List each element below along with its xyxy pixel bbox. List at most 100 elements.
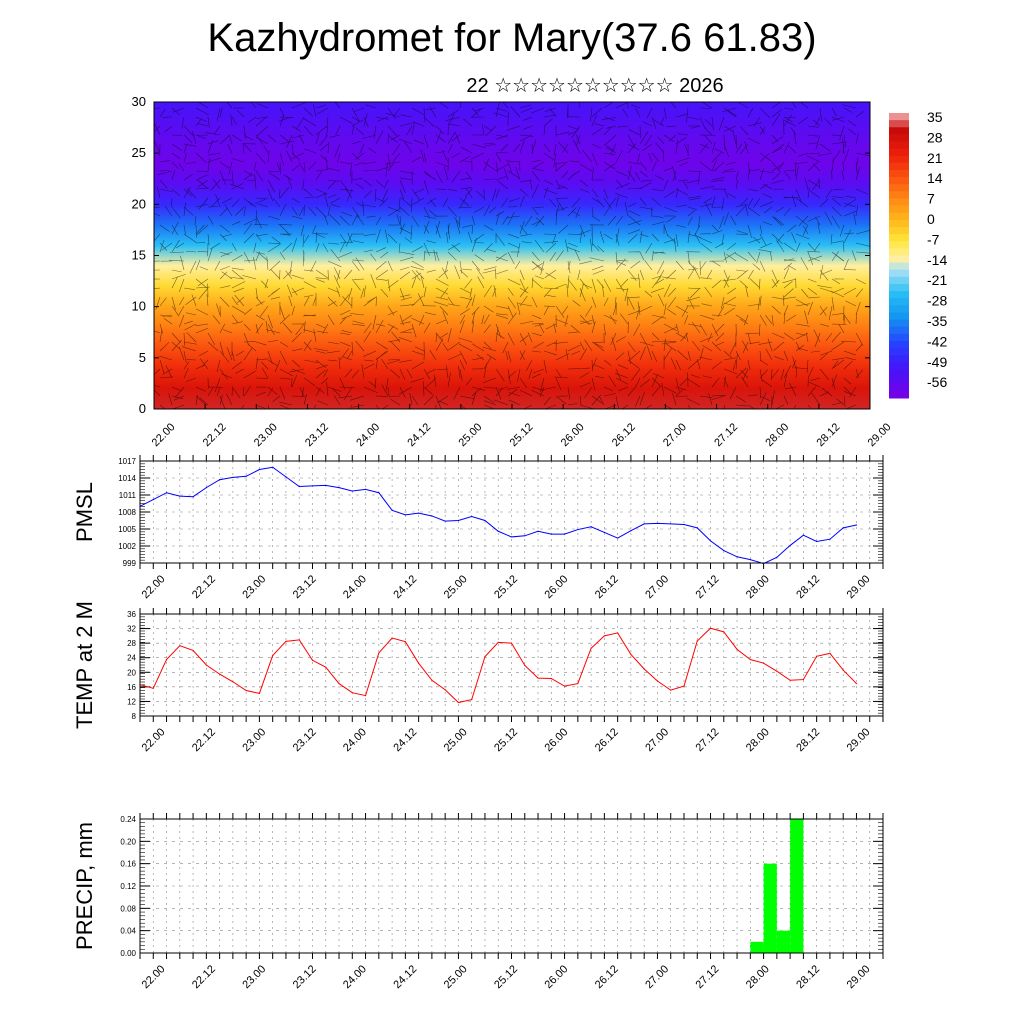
wind-barb <box>531 314 542 320</box>
wind-barb <box>398 138 413 145</box>
wind-barb <box>519 221 525 235</box>
wind-barb <box>445 116 461 122</box>
wind-barb <box>291 215 303 220</box>
wind-barb <box>723 307 735 316</box>
wind-barb <box>247 343 257 352</box>
wind-barb <box>525 359 533 372</box>
wind-barb <box>810 350 821 353</box>
wind-barb <box>496 151 509 154</box>
wind-barb <box>396 214 401 226</box>
wind-barb <box>771 279 780 289</box>
pmsl-point <box>245 475 247 477</box>
wind-barb <box>833 188 845 191</box>
wind-barb <box>445 365 449 379</box>
wind-barb <box>420 149 425 163</box>
wind-barb <box>219 394 223 406</box>
wind-barb <box>415 270 425 280</box>
wind-barb <box>725 161 737 165</box>
wind-barb <box>496 269 509 275</box>
colorbar-swatch <box>889 305 909 313</box>
wind-barb <box>841 340 857 343</box>
wind-barb <box>315 386 325 394</box>
wind-barb <box>183 153 187 163</box>
wind-barb <box>387 305 395 316</box>
pmsl-point <box>829 538 831 540</box>
wind-barb <box>177 305 185 317</box>
temp-point <box>165 658 168 661</box>
wind-barb <box>447 372 451 388</box>
wind-barb <box>399 294 411 298</box>
wind-barb <box>684 143 689 154</box>
wind-barb <box>412 197 425 205</box>
wind-barb <box>714 242 725 249</box>
wind-barb <box>763 206 773 214</box>
wind-barb <box>224 204 233 217</box>
wind-barb <box>714 323 725 334</box>
wind-barb <box>374 188 377 202</box>
wind-barb <box>255 170 264 182</box>
colorbar-swatch <box>889 255 909 264</box>
wind-barb <box>390 398 401 406</box>
y-tick-label: 1005 <box>118 525 136 534</box>
wind-barb <box>824 211 833 226</box>
wind-barb <box>735 171 739 181</box>
temp-point <box>524 664 526 666</box>
wind-barb <box>195 308 209 316</box>
wind-barb <box>595 375 605 379</box>
wind-barb <box>365 104 377 109</box>
wind-barb <box>831 251 839 262</box>
wind-barb <box>553 323 557 334</box>
colorbar-label: -56 <box>927 374 947 390</box>
wind-barb <box>657 260 665 275</box>
wind-barb <box>807 215 821 222</box>
wind-barb <box>567 130 578 136</box>
wind-barb <box>807 386 816 397</box>
y-tick-label: 0 <box>139 401 146 416</box>
wind-barb <box>704 119 713 127</box>
wind-barb <box>230 114 233 127</box>
wind-barb <box>842 161 845 172</box>
wind-barb <box>628 210 641 217</box>
wind-barb <box>699 356 713 361</box>
wind-barb <box>445 260 449 273</box>
wind-barb <box>507 368 511 384</box>
wind-barb <box>798 215 809 227</box>
wind-barb <box>291 395 306 397</box>
wind-barb <box>153 212 161 217</box>
wind-barb <box>651 350 658 362</box>
wind-barb <box>627 165 632 181</box>
wind-barb <box>459 101 462 109</box>
wind-barb <box>666 308 677 316</box>
wind-barb <box>411 277 417 289</box>
x-tick-label: 25.12 <box>492 726 520 754</box>
pmsl-point <box>723 549 725 552</box>
wind-barb <box>700 277 713 280</box>
pmsl-point <box>179 495 181 497</box>
wind-barb <box>699 116 706 129</box>
wind-barb <box>819 306 828 316</box>
x-tick-label: 26.12 <box>593 963 621 991</box>
wind-barb <box>579 179 589 187</box>
wind-barb <box>765 315 773 325</box>
wind-barb <box>590 238 593 253</box>
wind-barb <box>651 315 664 325</box>
wind-barb <box>543 188 558 195</box>
x-tick-label: 25.12 <box>508 421 536 449</box>
wind-barb <box>219 395 226 410</box>
wind-barb <box>423 134 429 148</box>
wind-barb <box>807 161 818 172</box>
wind-barb <box>279 116 294 119</box>
temp-point <box>285 640 287 642</box>
wind-barb <box>327 242 339 245</box>
wind-barb <box>484 143 497 147</box>
wind-barb <box>639 182 652 190</box>
wind-barb <box>747 359 751 370</box>
wind-barb <box>831 141 847 145</box>
wind-barb <box>739 143 749 155</box>
wind-barb <box>231 350 235 362</box>
wind-barb <box>651 386 661 397</box>
wind-barb <box>819 107 823 122</box>
wind-barb <box>759 200 774 208</box>
wind-barb <box>219 265 231 271</box>
wind-barb <box>657 293 665 307</box>
